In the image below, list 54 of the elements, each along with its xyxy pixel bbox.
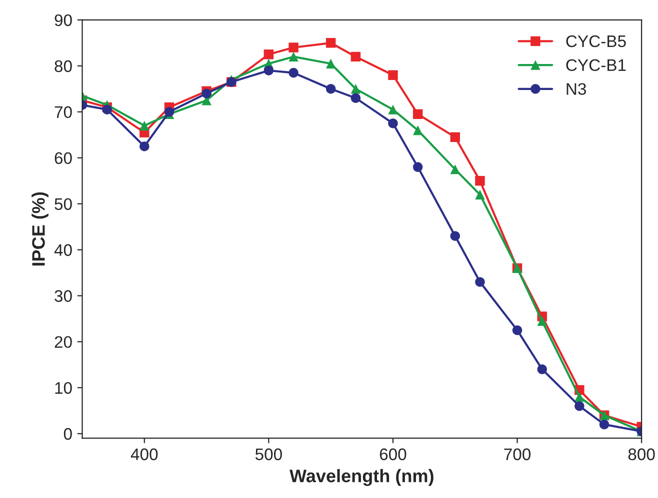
point (450, 231, 460, 241)
point (388, 70, 398, 80)
point (512, 325, 522, 336)
y-tick-label: 90 (54, 14, 72, 26)
point (475, 277, 485, 287)
point (288, 42, 298, 52)
legend-label: CYC-B1 (566, 59, 626, 72)
x-axis-title: Wavelength (nm) (290, 469, 434, 486)
point (412, 109, 423, 120)
point (350, 93, 361, 103)
point (537, 316, 547, 326)
point (140, 141, 150, 152)
point (475, 176, 485, 186)
y-tick-label: 70 (54, 106, 72, 118)
point (388, 118, 398, 128)
point (412, 162, 423, 172)
point (264, 50, 274, 60)
y-tick-label: 30 (54, 290, 72, 302)
point (475, 190, 485, 200)
y-tick-label: 20 (54, 336, 72, 348)
point (537, 364, 547, 374)
x-tick-label: 800 (628, 448, 655, 460)
y-tick-label: 60 (54, 152, 72, 164)
y-tick-label: 10 (55, 382, 72, 394)
y-tick-label: 40 (54, 244, 72, 256)
y-tick-label: 80 (54, 60, 72, 72)
x-tick-label: 700 (504, 448, 531, 460)
point (264, 66, 274, 76)
x-tick-label: 500 (255, 448, 282, 460)
point (288, 52, 298, 62)
point (288, 68, 298, 78)
point (412, 125, 423, 136)
legend-label: N3 (566, 83, 586, 95)
point (574, 392, 584, 402)
point (599, 420, 610, 430)
y-tick-label: 50 (54, 198, 72, 210)
point (350, 52, 361, 62)
point (350, 84, 361, 94)
point (326, 58, 336, 68)
point (164, 106, 174, 117)
point (388, 104, 398, 114)
x-tick-label: 400 (130, 448, 158, 460)
point (326, 84, 336, 94)
point (450, 164, 460, 174)
point (202, 88, 212, 98)
x-tick-label: 600 (380, 448, 406, 460)
point (574, 401, 584, 411)
y-tick-label: 0 (64, 428, 72, 440)
point (326, 38, 336, 48)
point (140, 120, 150, 131)
point (450, 132, 460, 142)
y-axis-title: IPCE (%) (32, 192, 48, 266)
point (102, 104, 112, 114)
legend-label: CYC-B5 (566, 35, 626, 48)
